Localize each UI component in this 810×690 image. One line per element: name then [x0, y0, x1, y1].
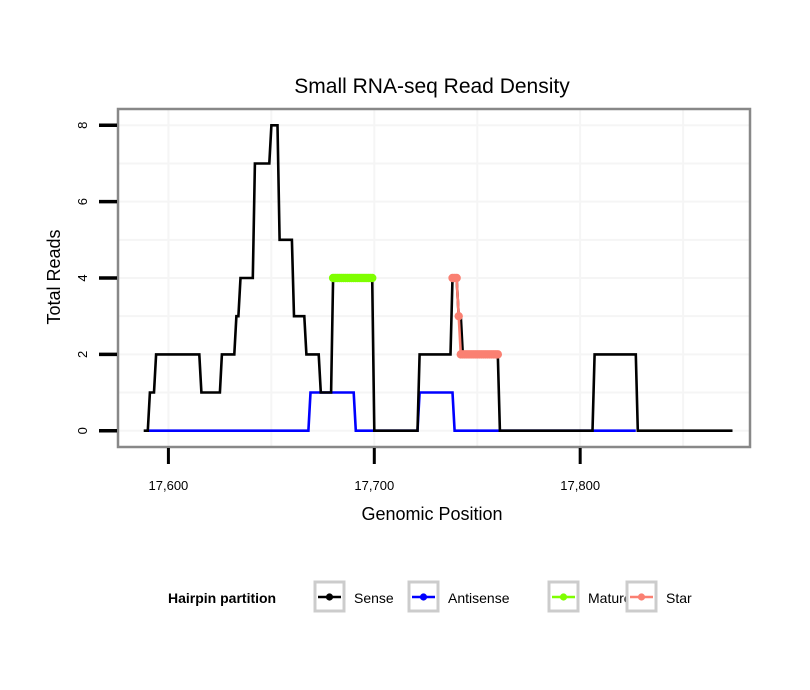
- legend: Hairpin partition Sense Antisense Mature St…: [168, 580, 692, 613]
- y-axis-title: Total Reads: [44, 229, 64, 324]
- y-tick-label: 6: [75, 198, 90, 205]
- axes-layer: 17,600 17,700 17,800 0 2 4 6 8: [75, 122, 600, 493]
- legend-title: Hairpin partition: [168, 590, 276, 606]
- legend-entry-antisense: Antisense: [407, 580, 510, 613]
- plot-panel-border: [116, 107, 752, 449]
- legend-entry-star: Star: [625, 580, 692, 613]
- legend-label: Star: [666, 590, 692, 606]
- mature-data-point: [368, 273, 377, 283]
- star-data-point: [493, 350, 503, 359]
- x-tick-label: 17,600: [149, 478, 189, 493]
- y-tick-label: 4: [75, 274, 90, 281]
- legend-label: Sense: [354, 590, 394, 606]
- y-tick-label: 2: [75, 351, 90, 358]
- legend-key-point: [419, 593, 428, 601]
- legend-key-point: [325, 593, 334, 601]
- y-tick-label: 8: [75, 122, 90, 129]
- chart-title: Small RNA-seq Read Density: [294, 75, 570, 98]
- series-layer: [143, 124, 733, 433]
- gridlines: [119, 110, 749, 446]
- legend-label: Mature: [588, 590, 632, 606]
- legend-entry-sense: Sense: [313, 580, 394, 613]
- x-tick-label: 17,700: [354, 478, 394, 493]
- x-tick-label: 17,800: [560, 478, 600, 493]
- legend-key-point: [559, 593, 568, 601]
- star-data-point: [452, 273, 461, 283]
- x-axis-title: Genomic Position: [361, 504, 502, 524]
- legend-label: Antisense: [448, 590, 510, 606]
- y-tick-label: 0: [75, 427, 90, 434]
- star-data-point: [454, 311, 463, 321]
- legend-key-point: [637, 593, 646, 601]
- sense-series-line: [143, 124, 733, 433]
- legend-entry-mature: Mature: [547, 580, 632, 613]
